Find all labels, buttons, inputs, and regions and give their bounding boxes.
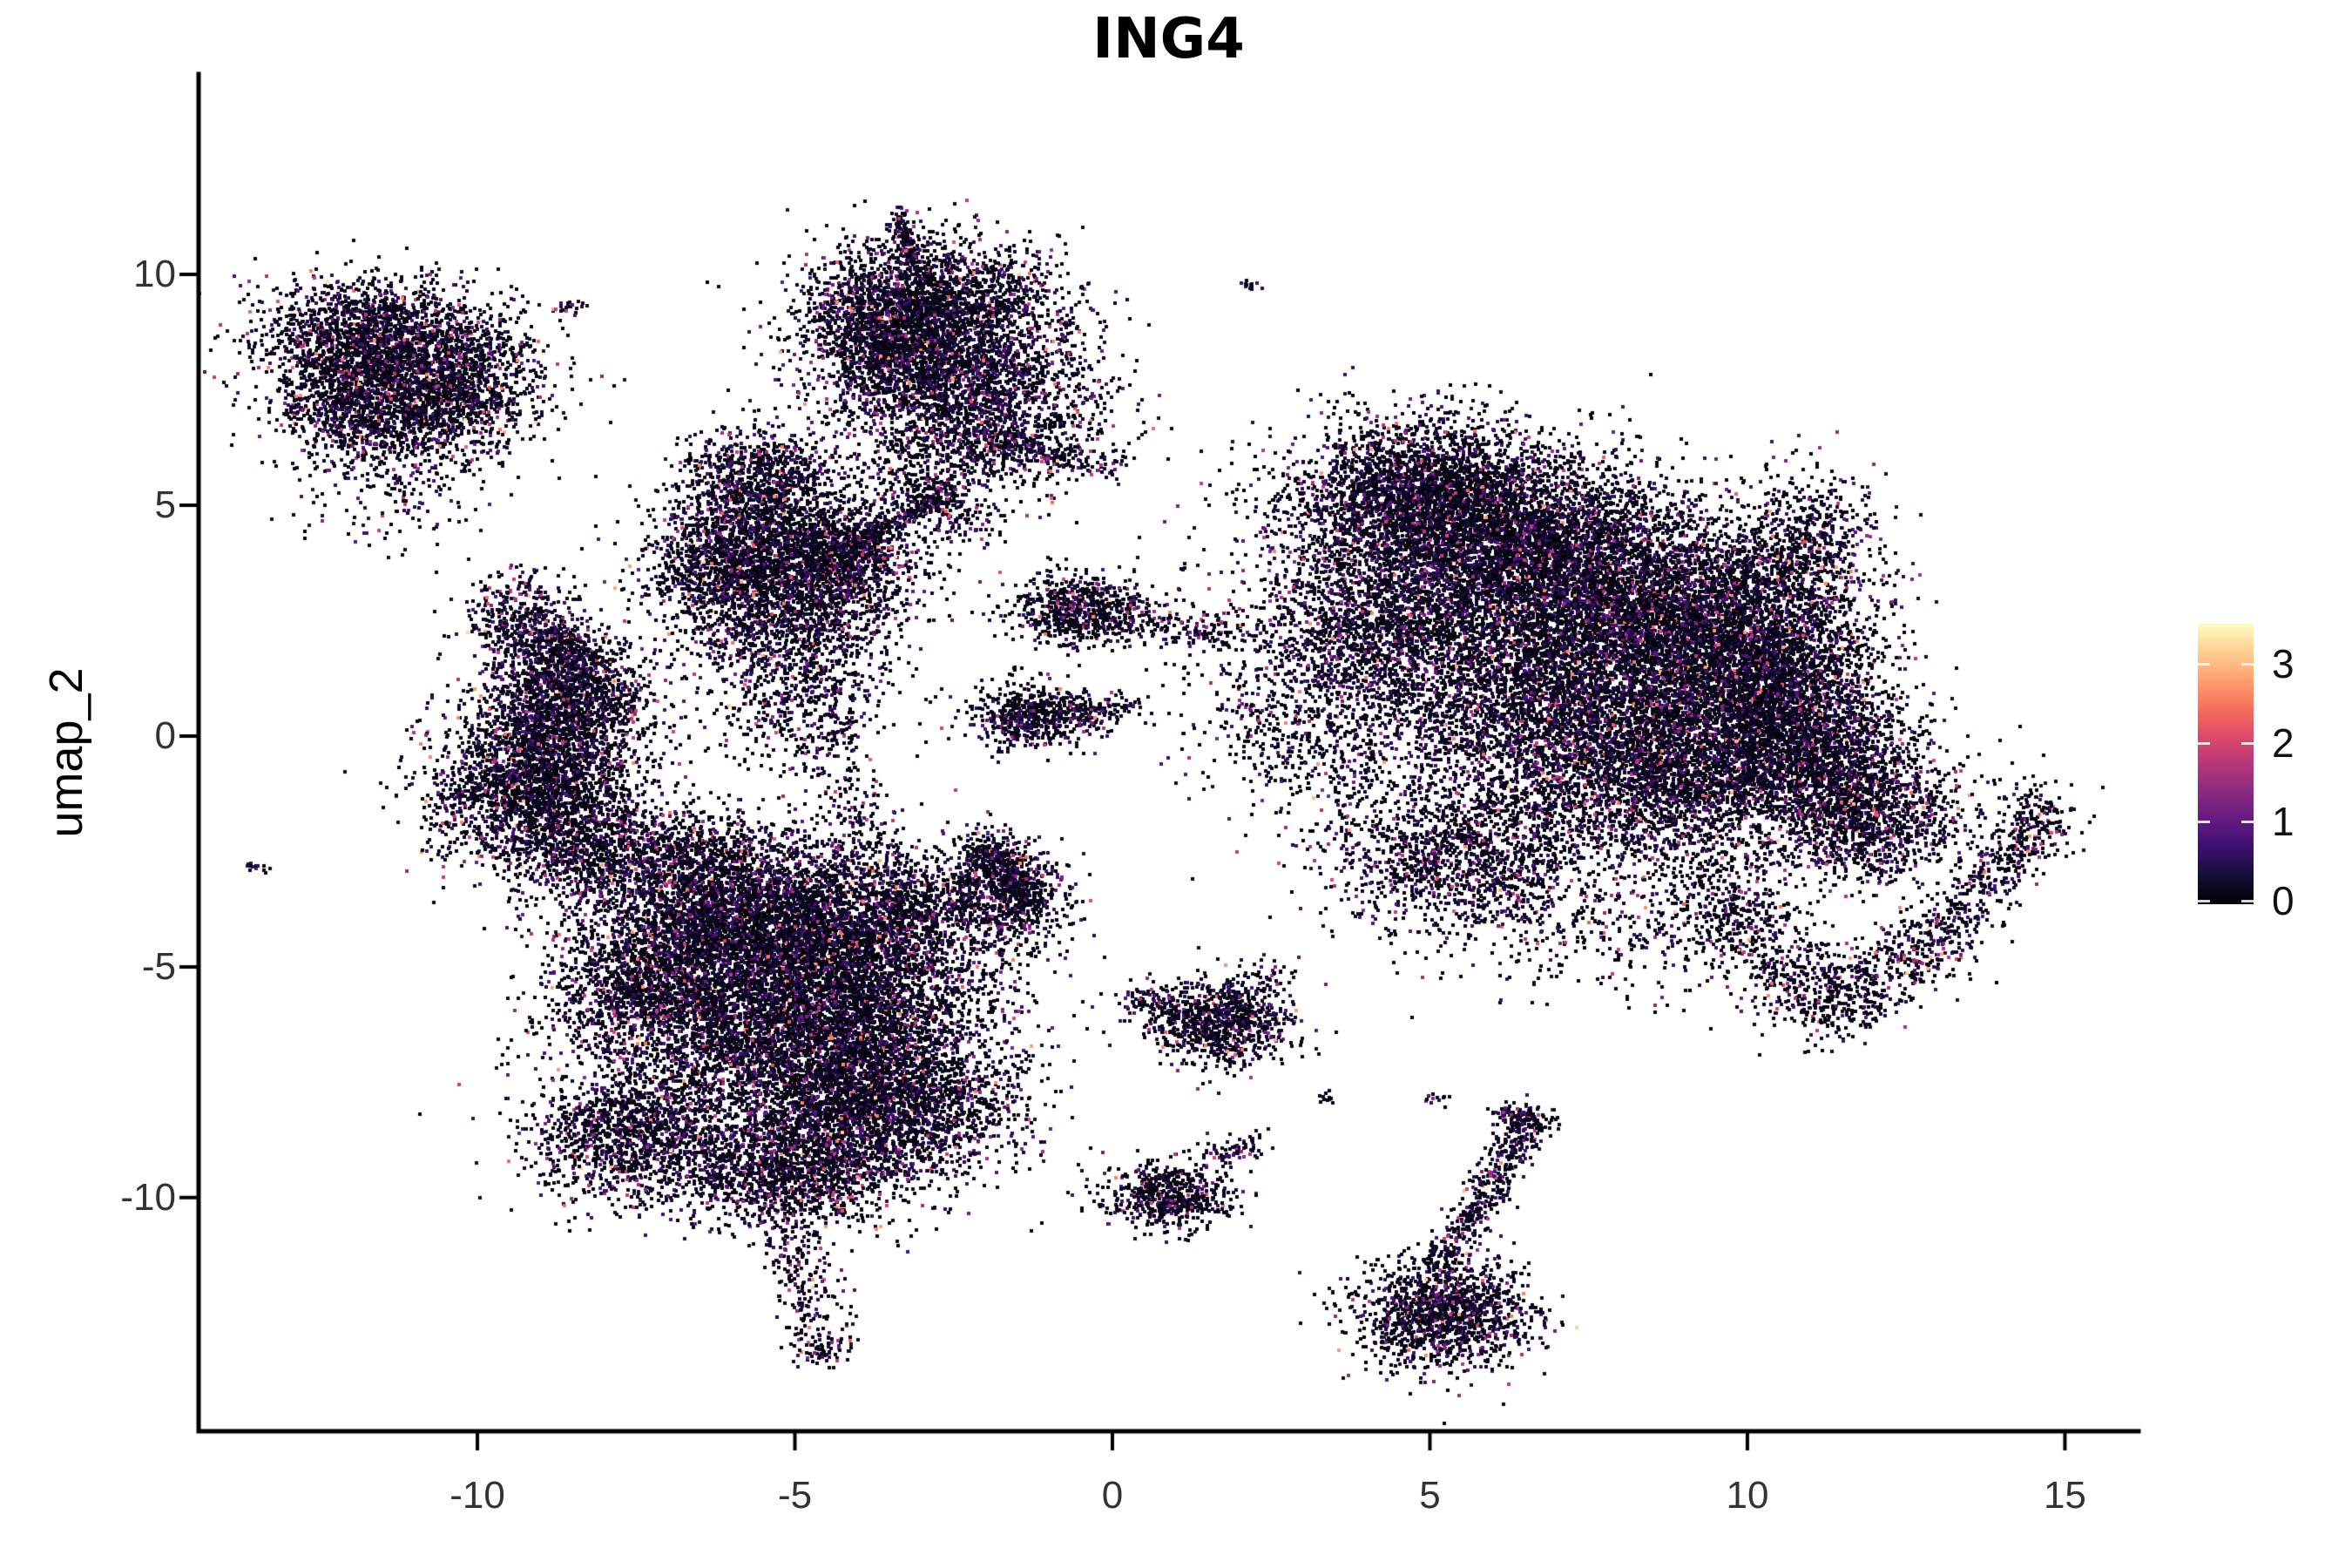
x-tick-label: 0	[1101, 1474, 1124, 1517]
x-tick-label: -10	[449, 1474, 505, 1517]
colorbar-tick-mark	[2241, 900, 2254, 902]
colorbar-tick-label: 1	[2272, 799, 2295, 845]
colorbar-tick-label: 2	[2272, 720, 2295, 766]
colorbar-tick-label: 0	[2272, 878, 2295, 923]
colorbar-tick-mark	[2198, 900, 2210, 902]
y-tick-label: 0	[154, 713, 176, 757]
colorbar-tick-label: 3	[2272, 640, 2295, 686]
colorbar-gradient	[2198, 624, 2254, 904]
y-tick-label: 5	[154, 483, 176, 526]
x-tick-label: 10	[1726, 1474, 1769, 1517]
colorbar-tick-mark	[2241, 662, 2254, 666]
x-tick-label: 15	[2043, 1474, 2086, 1517]
x-tick-label: 5	[1419, 1474, 1441, 1517]
x-tick-label: -5	[777, 1474, 813, 1517]
colorbar-tick-mark	[2198, 821, 2210, 824]
y-tick-label: -5	[141, 944, 176, 988]
y-tick-label: -10	[120, 1175, 176, 1219]
y-tick-label: 10	[133, 252, 176, 295]
colorbar-tick-mark	[2241, 821, 2254, 824]
plot-title: ING4	[1092, 7, 1245, 71]
colorbar-tick-mark	[2198, 741, 2210, 745]
colorbar-tick-mark	[2198, 662, 2210, 666]
colorbar-tick-mark	[2241, 741, 2254, 745]
